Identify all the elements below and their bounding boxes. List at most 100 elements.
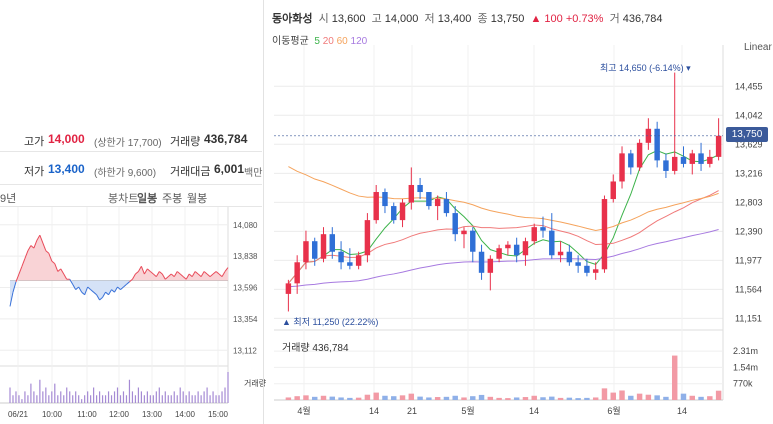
daily-y-tick: 14,455 [735,81,763,91]
intraday-volume-bar [200,395,202,403]
intraday-line-segment [126,281,130,285]
candle-body [338,251,344,263]
intraday-line-segment [150,271,154,275]
intraday-line-segment [33,240,38,249]
candle-body [373,192,379,221]
intraday-line-segment [137,266,142,272]
intraday-x-tick: 14:00 [175,410,196,419]
period-tab-cut[interactable]: 9년 [0,193,17,205]
ma-60[interactable]: 60 [336,36,348,47]
intraday-volume-bar [215,395,217,403]
intraday-volume-bar [125,395,128,403]
daily-volume-bar [566,397,573,400]
tab-candle[interactable]: 봉차트 [108,193,139,205]
intraday-line-segment [194,271,199,275]
candle-body [513,244,520,256]
intraday-line-segment [153,273,157,278]
amount-unit: 백만 [244,168,263,179]
intraday-volume-bar [21,399,23,403]
amount-label: 거래대금 [170,166,211,178]
daily-volume-bar [434,397,441,400]
intraday-line-segment [218,273,223,278]
intraday-volume-bar [191,395,193,403]
intraday-down-area [10,280,228,307]
intraday-line-segment [114,286,118,293]
intraday-line-segment [209,273,214,278]
intraday-line-segment [81,291,85,296]
intraday-volume-bar [18,395,20,403]
daily-volume-bar [557,397,564,400]
daily-volume-bar [329,396,336,400]
candle-body [443,199,450,214]
tab-daily[interactable]: 일봉 [137,193,158,205]
intraday-volume-bar [122,391,125,403]
ma-line-60 [288,166,719,231]
daily-volume-bar [689,395,695,400]
daily-volume-bar [364,394,371,400]
intraday-x-tick: 10:00 [42,410,63,419]
daily-x-tick: 6월 [607,405,620,416]
intraday-volume-bar [119,395,122,403]
intraday-volume-bar [167,395,169,403]
close-value: 13,750 [490,13,525,25]
daily-volume-bar [312,396,318,400]
daily-volume-bar [443,396,450,400]
candle-body [347,262,353,266]
daily-volume-bar [663,396,669,400]
intraday-line-segment [72,284,77,290]
tab-weekly[interactable]: 주봉 [162,193,183,205]
volume-panel-label: 거래량 436,784 [282,343,349,354]
intraday-up-area [10,235,228,281]
ma-20[interactable]: 20 [322,36,334,47]
intraday-volume-bar [72,395,74,403]
daily-y-tick: 11,977 [735,255,762,265]
panel-divider [263,0,264,424]
intraday-volume-bar [155,391,157,403]
intraday-line-segment [96,294,101,301]
intraday-volume-bar [81,399,83,403]
low-label: 저가 [24,166,45,178]
low-value-r: 13,400 [437,13,472,25]
intraday-volume-bar [60,391,62,403]
candle-body [399,202,406,221]
tab-monthly[interactable]: 월봉 [187,193,208,205]
intraday-volume-bar [84,395,86,403]
daily-volume-bar [461,397,467,400]
intraday-volume-bar [27,395,29,403]
intraday-line-segment [108,289,112,296]
min-annotation: ▲ 최저 11,250 (22.22%) [282,317,379,327]
intraday-x-tick: 11:00 [77,410,97,419]
daily-volume-bar [707,396,713,400]
intraday-volume-bar [173,391,175,403]
intraday-panel: 고가 14,000 (상한가 17,700) 거래량 436,784 저가 13… [0,0,266,424]
intraday-volume-bar [170,395,172,403]
scale-toggle[interactable]: Linear [744,42,772,53]
intraday-volume-bar [39,379,41,403]
intraday-volume-bar [158,387,160,403]
intraday-volume-bar [45,387,47,403]
daily-volume-bar [470,396,476,400]
ma-120[interactable]: 120 [350,36,368,47]
intraday-x-tick: 06/21 [8,410,29,419]
intraday-line-segment [197,273,202,278]
intraday-volume-bar [161,395,163,403]
intraday-volume-bar [96,395,98,403]
intraday-volume-bar [134,395,137,403]
daily-x-tick: 14 [369,406,379,416]
intraday-line-segment [215,271,220,275]
change-value: ▲ 100 [530,13,563,25]
low-value: 13,400 [48,162,85,176]
ma-5[interactable]: 5 [314,36,320,47]
intraday-volume-bar [57,395,59,403]
intraday-volume-bar [221,391,223,403]
daily-x-tick: 14 [529,406,539,416]
intraday-line-segment [140,266,145,275]
candle-body [434,199,441,207]
daily-volume-bar [698,396,704,400]
intraday-line-segment [21,258,26,267]
intraday-line-segment [191,271,196,277]
daily-volume-bar [355,397,362,400]
high-label: 고가 [24,136,45,148]
intraday-line-segment [132,273,136,280]
daily-volume-bar [505,398,511,400]
